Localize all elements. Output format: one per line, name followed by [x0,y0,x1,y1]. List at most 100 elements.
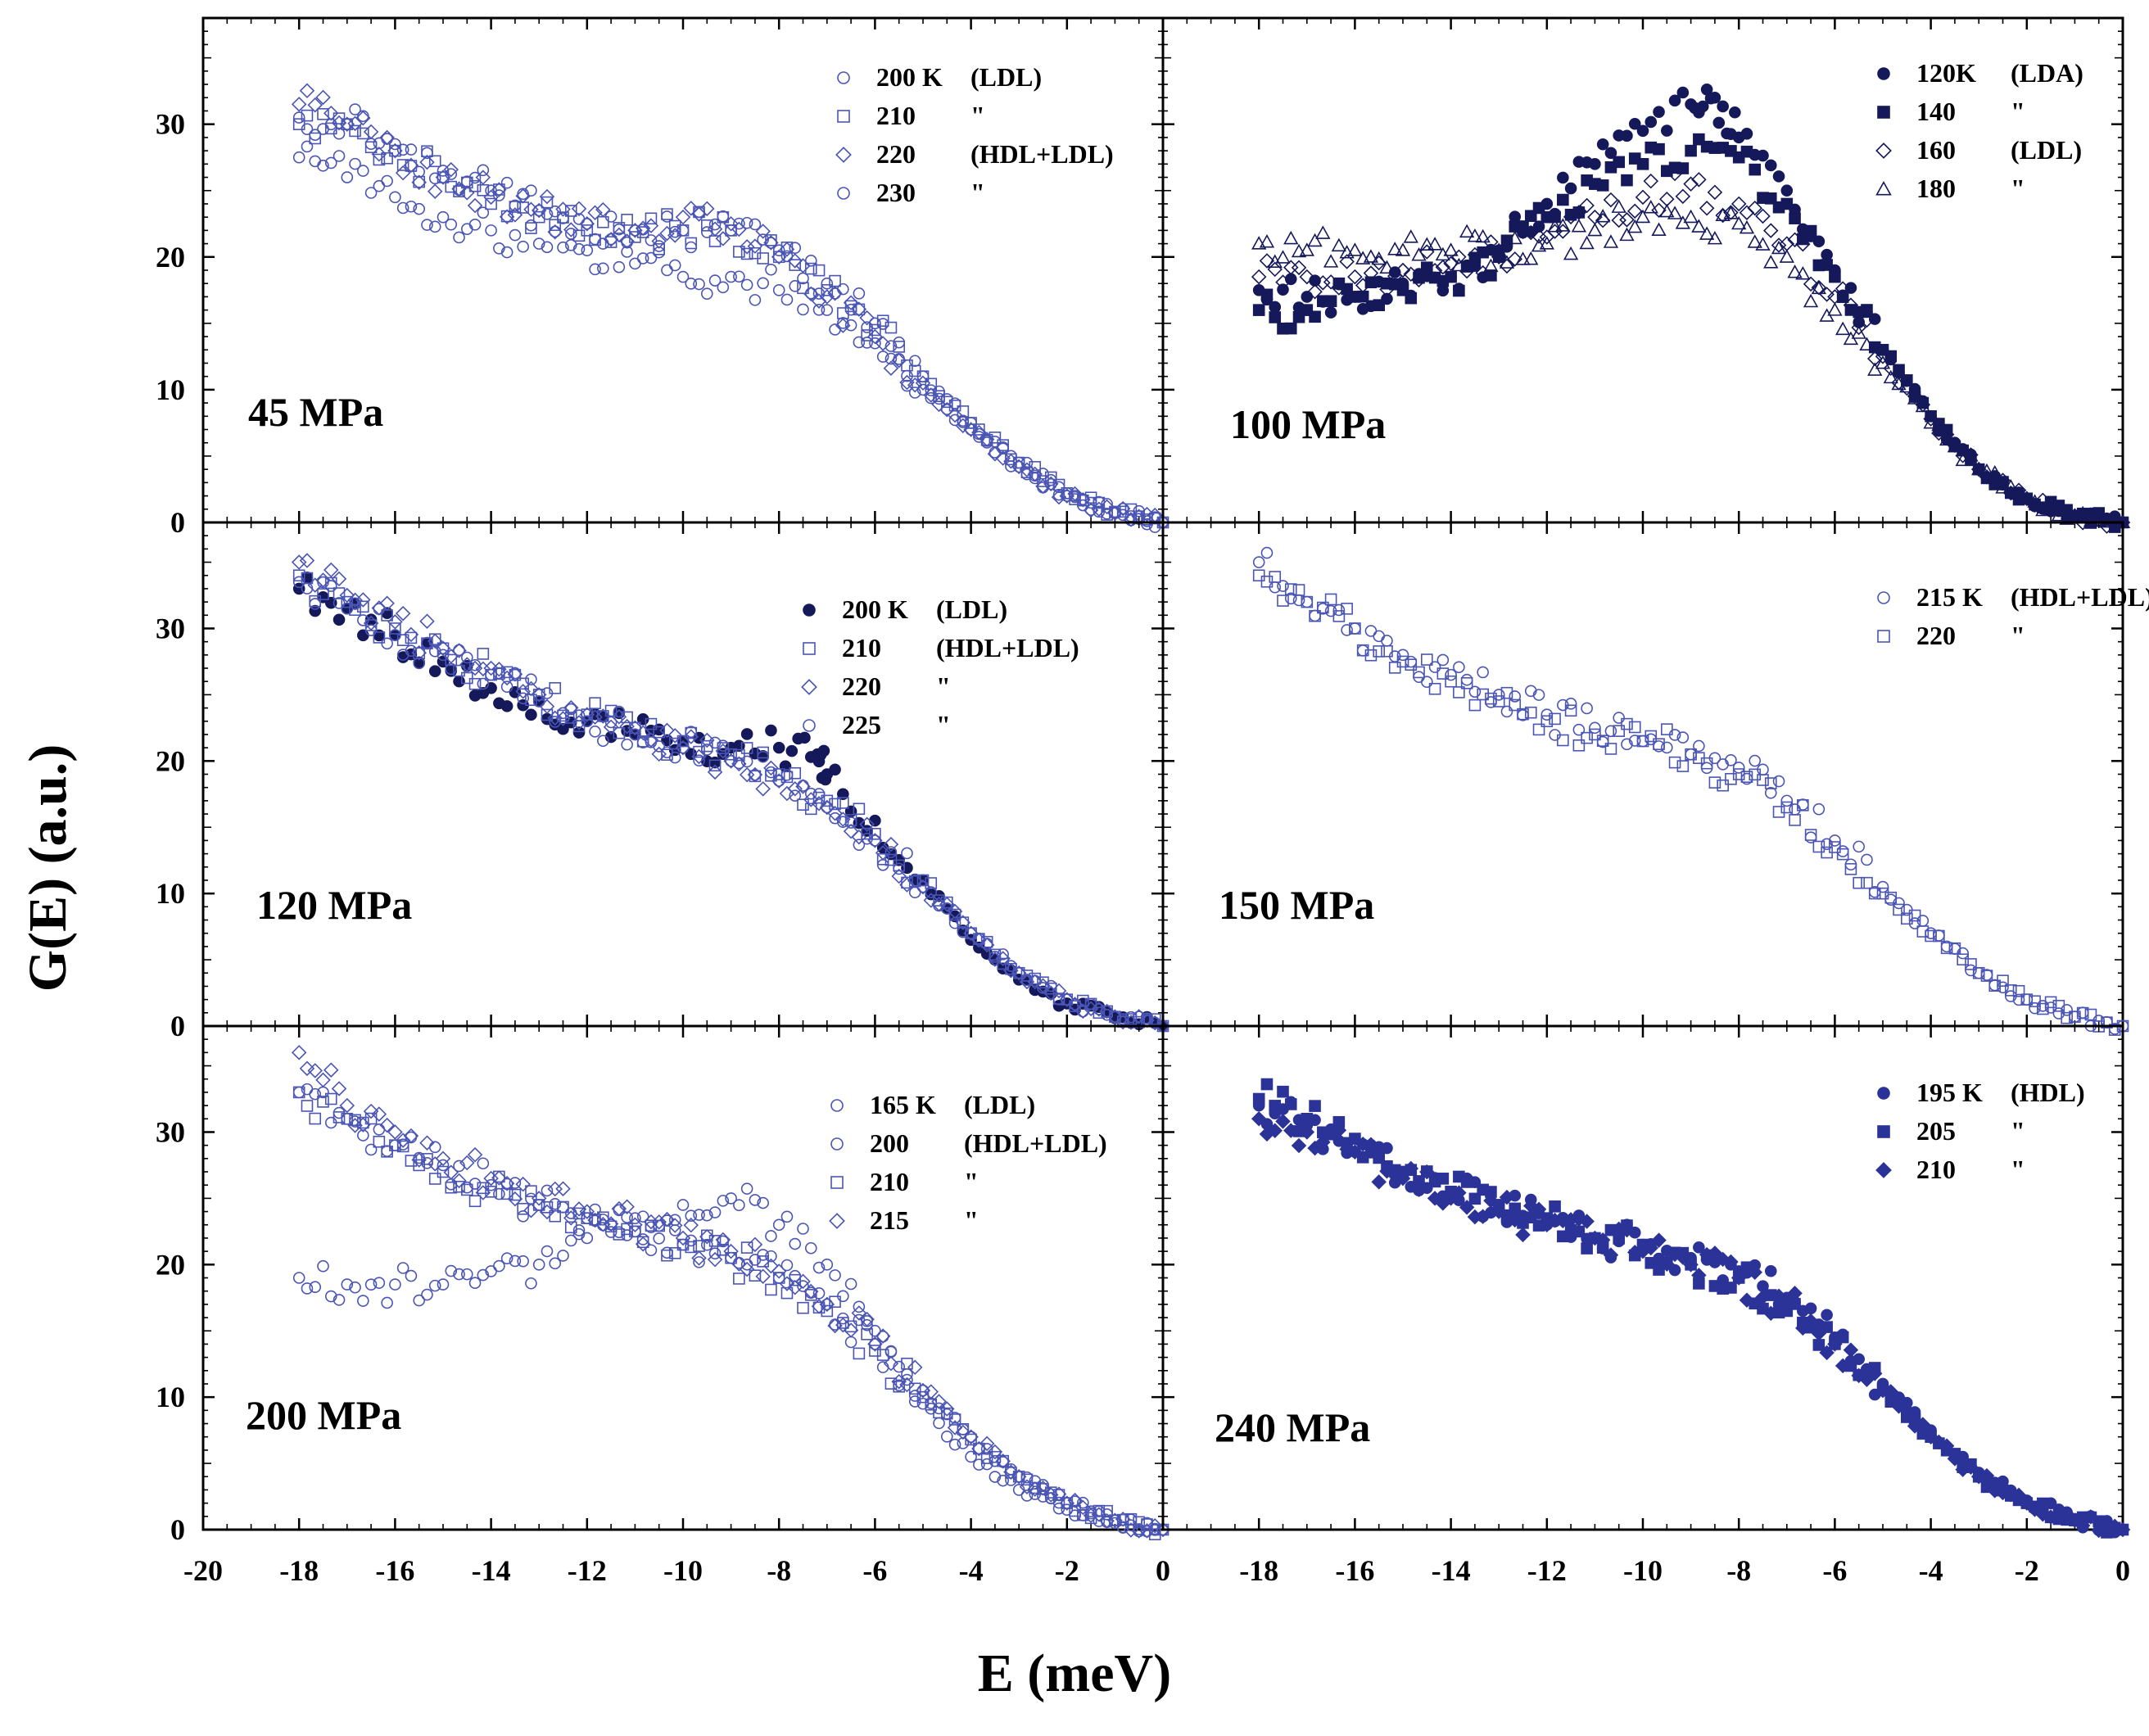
data-point-fill [613,705,626,718]
legend-marker [837,187,850,200]
data-point-fill [979,1435,995,1452]
data-point [389,1139,401,1151]
data-point-fill [2083,1509,2099,1525]
x-tick-label: -2 [2015,1554,2039,1587]
data-point-fill [309,1112,322,1125]
data-point [1779,249,1794,263]
data-point-fill [765,1230,777,1242]
data-point-fill [1363,1137,1379,1152]
data-point [819,1296,835,1313]
data-point-fill [539,188,555,205]
data-point-fill [1812,802,1826,816]
data-point-fill [1091,1507,1107,1522]
data-point-fill [572,726,586,739]
data-point [725,755,737,767]
series-3 [292,576,1170,1033]
data-point-fill [355,592,371,608]
data-point-fill [1453,284,1465,297]
legend-label: 215 [870,1205,909,1235]
data-point-fill [1453,661,1465,674]
data-point-fill [731,756,747,772]
data-point-fill [1979,1467,1995,1484]
data-point-fill [1659,1256,1675,1272]
data-point-fill [621,1229,633,1241]
data-point-fill [1604,743,1617,755]
data-point-fill [1044,473,1057,486]
data-point-fill [948,908,961,921]
data-point-fill [597,215,609,228]
data-point-fill [797,303,809,316]
data-point-fill [323,1062,339,1078]
data-point-fill [763,760,779,776]
data-point-fill [619,718,635,735]
data-point-fill [749,294,762,306]
data-point-fill [373,603,386,616]
data-point-fill [668,219,681,233]
data-point-fill [571,201,587,217]
data-point-fill [1643,1240,1659,1256]
data-point-fill [884,1345,898,1359]
data-point-fill [1764,786,1777,799]
data-point-fill [1772,170,1785,183]
data-point-fill [405,644,418,658]
data-point-fill [797,1223,809,1235]
data-point-fill [1523,224,1539,241]
data-point-fill [779,1276,795,1291]
data-point-fill [653,726,666,739]
data-point [1301,1112,1314,1125]
data-point [1492,689,1505,701]
data-point-fill [1821,838,1833,851]
data-point [1012,460,1025,473]
data-point-fill [876,1361,889,1373]
data-point-fill [1717,100,1729,113]
data-point-fill [1124,1010,1138,1024]
panel-title: 200 MPa [246,1392,401,1438]
data-point-fill [373,1277,386,1289]
data-point-fill [597,1211,609,1224]
data-point-fill [395,165,411,181]
data-point-fill [635,220,651,236]
data-point-fill [493,1187,505,1200]
data-point-fill [699,201,715,217]
data-point-fill [477,687,490,699]
data-point [2069,1010,2081,1023]
data-point-fill [1596,179,1609,192]
data-point-fill [509,1255,522,1268]
data-point-fill [1795,236,1811,252]
data-point-fill [468,219,482,231]
data-point-fill [780,293,794,306]
data-point-fill [1324,306,1337,319]
data-point-fill [989,1471,1002,1483]
data-point [819,289,835,305]
data-point-fill [645,234,658,246]
data-point [581,244,594,256]
data-point [1876,880,1889,893]
legend: 120K (LDA) 140 " 160 (LDL) 180 " [1875,58,2083,203]
x-axis-title: E (meV) [978,1643,1171,1703]
data-point-fill [1893,903,1905,916]
data-point-fill [564,1221,577,1234]
data-point-fill [1851,325,1866,339]
data-point-fill [853,1300,866,1313]
data-point-fill [2061,1011,2073,1024]
data-point-fill [1387,268,1403,284]
data-point-fill [1883,369,1898,384]
data-point-fill [381,1296,393,1309]
data-point-fill [571,715,587,730]
data-point [725,224,737,237]
data-point [676,1199,690,1211]
data-point-fill [1451,1185,1467,1200]
data-point-fill [908,1395,921,1408]
data-point [1731,196,1747,212]
data-point-fill [891,1373,907,1390]
data-point-fill [757,277,769,290]
data-point-fill [333,597,346,609]
data-point-fill [333,1294,346,1306]
data-point-fill [789,1237,802,1250]
data-point-fill [837,797,849,809]
data-point-fill [653,740,666,753]
data-point-fill [509,228,522,242]
data-point-fill [347,1118,363,1133]
x-tick-label: 0 [2115,1554,2130,1587]
